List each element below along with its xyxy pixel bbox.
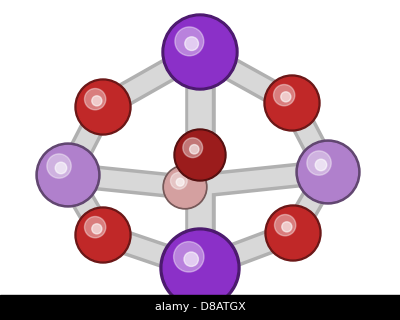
Circle shape bbox=[315, 159, 327, 171]
Circle shape bbox=[264, 75, 320, 131]
Circle shape bbox=[183, 138, 202, 157]
Circle shape bbox=[298, 143, 358, 202]
Circle shape bbox=[163, 231, 237, 305]
Circle shape bbox=[282, 222, 292, 232]
Circle shape bbox=[77, 209, 129, 261]
Circle shape bbox=[55, 162, 67, 174]
Circle shape bbox=[165, 167, 205, 207]
Circle shape bbox=[36, 143, 100, 207]
Bar bbox=[0, 295, 400, 320]
Circle shape bbox=[296, 140, 360, 204]
Circle shape bbox=[38, 146, 98, 204]
Circle shape bbox=[175, 27, 204, 56]
Circle shape bbox=[165, 17, 235, 87]
Circle shape bbox=[185, 37, 198, 51]
Circle shape bbox=[77, 81, 129, 133]
Circle shape bbox=[281, 92, 291, 102]
Circle shape bbox=[274, 214, 296, 236]
Circle shape bbox=[170, 172, 187, 189]
Circle shape bbox=[265, 205, 321, 261]
Circle shape bbox=[174, 129, 226, 181]
Circle shape bbox=[162, 14, 238, 90]
Circle shape bbox=[176, 131, 224, 179]
Text: alamy - D8ATGX: alamy - D8ATGX bbox=[155, 302, 245, 313]
Circle shape bbox=[47, 154, 71, 178]
Circle shape bbox=[184, 252, 198, 266]
Circle shape bbox=[307, 151, 331, 175]
Circle shape bbox=[75, 79, 131, 135]
Circle shape bbox=[160, 228, 240, 308]
Circle shape bbox=[84, 89, 106, 110]
Circle shape bbox=[163, 165, 207, 209]
Circle shape bbox=[92, 96, 102, 106]
Circle shape bbox=[274, 84, 295, 106]
Circle shape bbox=[92, 224, 102, 234]
Circle shape bbox=[176, 178, 184, 186]
Circle shape bbox=[75, 207, 131, 263]
Circle shape bbox=[267, 207, 319, 259]
Circle shape bbox=[84, 217, 106, 238]
Circle shape bbox=[174, 242, 204, 272]
Circle shape bbox=[190, 145, 199, 154]
Circle shape bbox=[266, 77, 318, 129]
